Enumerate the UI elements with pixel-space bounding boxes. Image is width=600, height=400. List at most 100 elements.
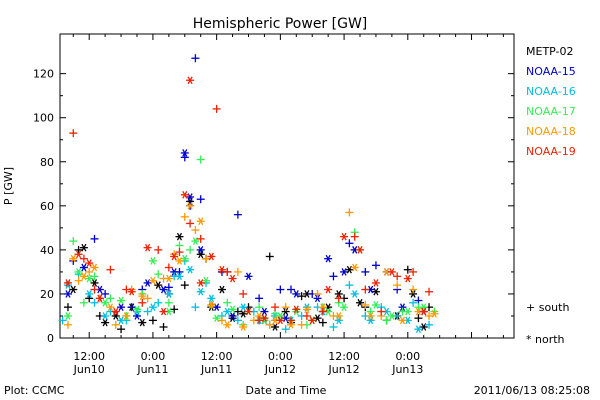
- noaa-16-south-point: [143, 307, 152, 316]
- noaa-15-south-point: [164, 283, 173, 292]
- x-tick-label-time: 12:00: [328, 350, 360, 363]
- metp-02-south-point: [117, 325, 126, 334]
- noaa-15-north-point: [313, 294, 322, 303]
- y-tick-label: 0: [47, 332, 54, 345]
- x-tick-label-time: 0:00: [395, 350, 420, 363]
- noaa-19-north-point: [180, 190, 189, 199]
- noaa-17-north-point: [148, 257, 157, 265]
- noaa-16-north-point: [186, 265, 195, 274]
- noaa-17-south-point: [154, 270, 163, 279]
- metp-02-south-point: [414, 314, 423, 323]
- legend: METP-02 NOAA-15 NOAA-16 NOAA-17 NOAA-18 NOAA-…: [526, 45, 576, 158]
- noaa-17-north-point: [387, 312, 396, 320]
- noaa-19-south-point: [425, 287, 434, 296]
- noaa-17-south-point: [69, 237, 78, 246]
- noaa-18-north-point: [207, 301, 216, 309]
- x-tick-label-date: Jun13: [391, 363, 423, 376]
- noaa-16-south-point: [345, 281, 354, 290]
- noaa-16-south-point: [154, 298, 163, 307]
- noaa-19-north-point: [228, 274, 237, 283]
- chart-title: Hemispheric Power [GW]: [193, 16, 368, 32]
- noaa-17-south-point: [164, 298, 173, 307]
- noaa-16-north-point: [148, 303, 157, 311]
- noaa-15-north-point: [324, 254, 333, 263]
- noaa-18-north-point: [430, 309, 439, 318]
- noaa-17-south-point: [186, 245, 195, 254]
- noaa-17-south-point: [90, 272, 99, 281]
- noaa-19-south-point: [154, 245, 163, 254]
- noaa-18-south-point: [202, 254, 211, 263]
- metp-02-south-point: [85, 294, 94, 303]
- noaa-19-south-point: [255, 316, 264, 325]
- noaa-15-north-point: [398, 303, 407, 311]
- noaa-16-north-point: [239, 303, 248, 311]
- noaa-18-south-point: [217, 316, 226, 325]
- noaa-15-north-point: [63, 290, 72, 298]
- legend-entry-noaa-17: NOAA-17: [526, 105, 576, 118]
- metp-02-south-point: [159, 322, 168, 331]
- noaa-18-south-point: [85, 267, 94, 276]
- noaa-17-south-point: [106, 294, 115, 303]
- noaa-19-south-point: [334, 294, 343, 303]
- noaa-18-north-point: [106, 303, 115, 311]
- noaa-19-south-point: [69, 129, 78, 138]
- legend-entry-noaa-15: NOAA-15: [526, 65, 576, 78]
- noaa-15-north-point: [340, 268, 349, 276]
- noaa-15-north-point: [196, 246, 205, 254]
- noaa-17-north-point: [403, 307, 412, 316]
- marker-legend-plus: + south: [526, 301, 569, 314]
- noaa-18-south-point: [63, 320, 72, 329]
- noaa-18-north-point: [90, 263, 99, 272]
- noaa-19-south-point: [138, 298, 147, 307]
- noaa-18-south-point: [191, 226, 200, 235]
- noaa-15-south-point: [345, 239, 354, 248]
- noaa-17-north-point: [101, 298, 110, 307]
- noaa-19-south-point: [393, 272, 402, 281]
- noaa-18-north-point: [302, 305, 311, 314]
- metp-02-north-point: [69, 285, 78, 294]
- noaa-16-south-point: [90, 298, 99, 307]
- noaa-18-north-point: [398, 316, 407, 325]
- noaa-18-north-point: [138, 292, 147, 300]
- noaa-19-north-point: [186, 76, 195, 85]
- y-tick-label: 20: [40, 288, 54, 301]
- noaa-19-north-point: [217, 265, 226, 274]
- noaa-15-north-point: [170, 268, 179, 276]
- noaa-19-north-point: [292, 305, 301, 314]
- noaa-16-north-point: [350, 290, 359, 298]
- legend-entry-metp-02: METP-02: [526, 45, 574, 58]
- noaa-17-south-point: [79, 298, 88, 307]
- noaa-19-south-point: [271, 303, 280, 312]
- metp-02-south-point: [403, 265, 412, 274]
- noaa-18-north-point: [69, 254, 78, 263]
- noaa-19-north-point: [95, 294, 104, 303]
- noaa-19-north-point: [159, 307, 168, 316]
- metp-02-south-point: [74, 245, 83, 254]
- y-tick-label: 40: [40, 244, 54, 257]
- x-tick-label-date: Jun12: [327, 363, 359, 376]
- noaa-17-south-point: [196, 155, 205, 164]
- y-tick-label: 120: [33, 68, 54, 81]
- noaa-18-north-point: [79, 272, 88, 281]
- y-axis: 0 20 40 60 80 100 120: [33, 68, 514, 345]
- x-tick-label-time: 12:00: [73, 350, 105, 363]
- noaa-19-south-point: [79, 254, 88, 263]
- noaa-19-north-point: [371, 279, 380, 287]
- noaa-19-south-point: [302, 311, 311, 320]
- noaa-17-south-point: [255, 303, 264, 312]
- noaa-16-south-point: [233, 316, 242, 325]
- noaa-17-north-point: [117, 296, 126, 305]
- noaa-17-north-point: [340, 303, 349, 311]
- noaa-18-north-point: [286, 320, 295, 329]
- noaa-18-south-point: [393, 281, 402, 290]
- noaa-15-south-point: [233, 210, 242, 219]
- noaa-16-north-point: [207, 294, 216, 303]
- noaa-18-south-point: [143, 294, 152, 303]
- noaa-18-north-point: [334, 312, 343, 320]
- metp-02-north-point: [175, 232, 184, 241]
- x-tick-label-time: 0:00: [141, 350, 166, 363]
- noaa-15-south-point: [276, 285, 285, 294]
- marker-legend-asterisk: * north: [526, 333, 565, 346]
- noaa-15-south-point: [191, 54, 200, 63]
